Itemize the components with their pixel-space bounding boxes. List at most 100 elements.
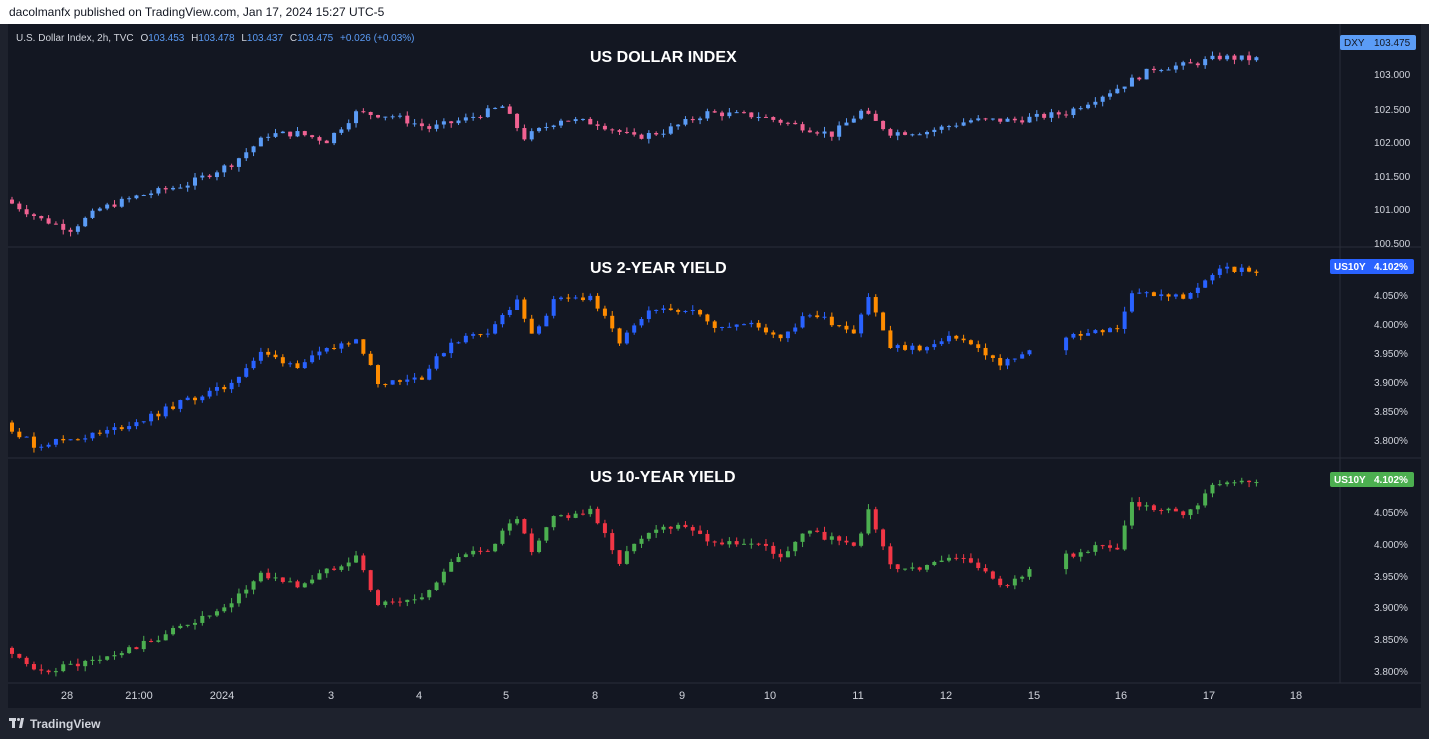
candle-body: [1100, 330, 1105, 333]
candle-body: [156, 188, 161, 194]
candle-body: [712, 111, 717, 113]
price-axis-2y[interactable]: 4.050% 4.000% 3.950% 3.900% 3.850% 3.800…: [1374, 291, 1408, 447]
candle-body: [214, 611, 219, 616]
candle-body: [595, 508, 600, 524]
candle-body: [90, 210, 95, 218]
candle-body: [427, 368, 432, 380]
candle-body: [185, 185, 190, 188]
candle-body: [141, 640, 146, 650]
price-axis-dxy[interactable]: 103.000 102.500 102.000 101.500 101.000 …: [1374, 70, 1411, 250]
candle-body: [376, 115, 380, 118]
price-axis-10y[interactable]: 4.050% 4.000% 3.950% 3.900% 3.850% 3.800…: [1374, 508, 1408, 678]
candle-body: [412, 599, 417, 601]
candle-body: [1217, 484, 1222, 486]
candle-body: [419, 123, 424, 127]
tradingview-logo[interactable]: TradingView: [9, 717, 100, 731]
candle-body: [954, 335, 959, 339]
candle-body: [346, 343, 351, 345]
candle-body: [332, 132, 337, 144]
candle-body: [720, 326, 725, 328]
candle-body: [617, 550, 622, 564]
candle-body: [1166, 69, 1171, 71]
badge-value: 103.475: [1374, 38, 1411, 49]
legend-open-value: 103.453: [148, 33, 185, 44]
candle-body: [1012, 358, 1017, 360]
candle-body: [1195, 505, 1200, 510]
candle-body: [1078, 552, 1083, 557]
y-tick-label: 102.500: [1374, 105, 1411, 116]
legend-open-label: O: [140, 33, 148, 44]
y-tick-label: 3.800%: [1374, 436, 1408, 447]
candle-body: [339, 566, 344, 570]
candle-body: [1064, 337, 1069, 351]
candle-body: [522, 128, 527, 140]
candle-body: [39, 216, 44, 219]
candle-body: [998, 118, 1003, 122]
tradingview-logo-icon: [9, 718, 25, 730]
candle-body: [588, 508, 593, 515]
candle-body: [917, 345, 922, 351]
candle-body: [815, 315, 820, 318]
candle-body: [910, 567, 915, 569]
candle-body: [1129, 77, 1134, 87]
candle-body: [302, 131, 307, 136]
candle-body: [75, 226, 80, 232]
candle-body: [1225, 266, 1230, 269]
candle-body: [822, 531, 827, 540]
candle-body: [24, 436, 29, 438]
candle-body: [97, 432, 102, 434]
candle-body: [105, 656, 110, 660]
candle-body: [742, 324, 746, 326]
candle-body: [946, 557, 951, 561]
chart-frame[interactable]: U.S. Dollar Index, 2h, TVC O103.453 H103…: [8, 24, 1421, 708]
candle-body: [895, 345, 900, 348]
candle-body: [105, 204, 110, 209]
candle-body: [456, 557, 461, 562]
candle-body: [1115, 328, 1120, 330]
candle-body: [31, 664, 36, 670]
candle-body: [163, 634, 168, 641]
candle-body: [324, 347, 329, 352]
candle-body: [910, 134, 915, 136]
candle-body: [851, 542, 856, 546]
badge-bg: [1340, 35, 1416, 50]
candle-body: [156, 640, 161, 642]
candle-body: [419, 377, 424, 380]
candle-body: [1086, 333, 1091, 336]
candle-body: [90, 659, 95, 661]
candle-body: [317, 573, 322, 580]
candle-body: [580, 297, 585, 301]
candle-body: [412, 377, 417, 380]
candle-body: [998, 578, 1003, 586]
candle-body: [478, 334, 483, 336]
candle-body: [559, 297, 563, 300]
candle-body: [1012, 578, 1017, 586]
candle-body: [903, 132, 908, 135]
candle-body: [1071, 108, 1076, 116]
candle-body: [983, 347, 988, 356]
candle-body: [427, 126, 432, 129]
candle-body: [83, 438, 88, 440]
candle-body: [881, 529, 886, 547]
candle-body: [1173, 508, 1178, 512]
y-tick-label: 3.950%: [1374, 349, 1408, 360]
chart-canvas[interactable]: U.S. Dollar Index, 2h, TVC O103.453 H103…: [8, 24, 1421, 708]
candle-body: [727, 112, 732, 117]
candle-body: [149, 640, 154, 642]
candle-body: [244, 368, 249, 377]
candle-body: [1064, 114, 1069, 116]
candle-body: [266, 351, 271, 355]
candle-body: [317, 351, 322, 356]
candle-body: [661, 133, 666, 135]
candle-body: [588, 118, 593, 125]
time-axis[interactable]: 28 21:00 2024 3 4 5 8 9 10 11 12 15 16 1…: [61, 690, 1302, 702]
candle-body: [405, 115, 410, 124]
candle-body: [1005, 118, 1010, 122]
candle-body: [1144, 505, 1149, 507]
candle-body: [1188, 509, 1193, 516]
badge-symbol: DXY: [1344, 38, 1365, 49]
publish-info-bar: dacolmanfx published on TradingView.com,…: [0, 0, 1429, 24]
candle-body: [17, 431, 22, 438]
candle-body: [1122, 311, 1127, 329]
candle-body: [961, 122, 966, 126]
